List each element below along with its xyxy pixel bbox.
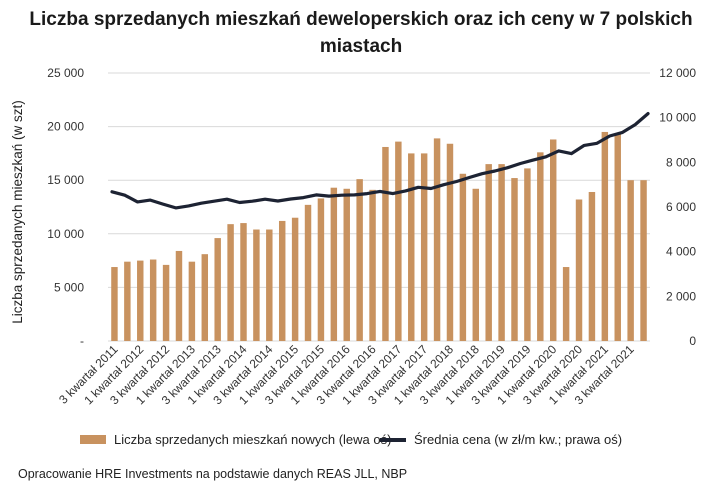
y-tick-label: 20 000: [47, 120, 84, 134]
bar: [175, 250, 183, 341]
bar: [562, 267, 570, 341]
bar: [111, 267, 118, 341]
legend-swatch-line: [380, 437, 406, 442]
bar: [408, 153, 415, 341]
bar: [575, 199, 583, 341]
source-note: Opracowanie HRE Investments na podstawie…: [18, 467, 408, 481]
y-tick-label: 25 000: [47, 66, 84, 80]
y2-tick-label: 12 000: [659, 66, 696, 80]
legend-label-bars: Liczba sprzedanych mieszkań nowych (lewa…: [114, 432, 392, 447]
left-axis-ticks: - 5 000 10 000 15 000 20 000 25 000: [47, 66, 84, 348]
bar: [395, 141, 402, 341]
bar: [317, 198, 325, 341]
legend-swatch-bar: [80, 435, 106, 444]
bar: [420, 153, 428, 341]
bar: [614, 134, 621, 341]
bar: [446, 143, 454, 341]
bar: [253, 229, 260, 341]
y-tick-label: 5 000: [54, 280, 84, 294]
y2-tick-label: 4 000: [666, 245, 696, 259]
bar: [240, 223, 247, 341]
bar: [640, 180, 647, 341]
bar: [588, 191, 596, 341]
bar: [188, 261, 196, 341]
bar: [227, 224, 234, 341]
bar: [601, 131, 609, 341]
chart-title-line-1: Liczba sprzedanych mieszkań deweloperski…: [29, 9, 693, 30]
bar: [266, 229, 273, 341]
y2-tick-label: 2 000: [666, 289, 696, 303]
bar: [201, 254, 209, 341]
bar-series: [111, 131, 647, 341]
legend-item-line: Średnia cena (w zł/m kw.; prawa oś): [380, 432, 622, 447]
bar: [149, 259, 157, 341]
y2-tick-label: 8 000: [666, 155, 696, 169]
chart-title-line-2: miastach: [319, 36, 403, 57]
bar: [472, 188, 480, 341]
bar: [278, 220, 286, 341]
y2-tick-label: 10 000: [659, 111, 696, 125]
bar: [433, 138, 441, 341]
legend-label-line: Średnia cena (w zł/m kw.; prawa oś): [414, 432, 623, 447]
bar: [537, 152, 544, 341]
gridlines: [108, 72, 650, 342]
y-tick-label: -: [80, 334, 84, 348]
bar: [524, 168, 531, 341]
bar: [124, 261, 131, 341]
bar: [137, 260, 144, 341]
y-tick-label: 10 000: [47, 227, 84, 241]
bar: [627, 180, 634, 341]
y-axis-label: Liczba sprzedanych mieszkań (w szt): [10, 100, 25, 324]
bar: [459, 173, 467, 341]
bar: [485, 164, 492, 341]
bar: [382, 146, 389, 341]
bar: [511, 178, 518, 341]
legend-item-bars: Liczba sprzedanych mieszkań nowych (lewa…: [80, 432, 391, 447]
bar: [330, 187, 338, 341]
y2-tick-label: 0: [689, 334, 696, 348]
bar: [549, 139, 557, 341]
y-tick-label: 15 000: [47, 173, 84, 187]
bar: [369, 189, 376, 341]
price-line: [110, 112, 650, 210]
line-series: [110, 112, 650, 210]
bar: [214, 238, 221, 341]
bar: [356, 179, 363, 341]
bar: [343, 188, 350, 341]
bar: [291, 217, 299, 341]
bar: [162, 264, 170, 341]
y2-tick-label: 6 000: [666, 200, 696, 214]
bar: [498, 164, 505, 341]
right-axis-ticks: 0 2 000 4 000 6 000 8 000 10 000 12 000: [659, 66, 696, 348]
bar: [304, 204, 312, 341]
